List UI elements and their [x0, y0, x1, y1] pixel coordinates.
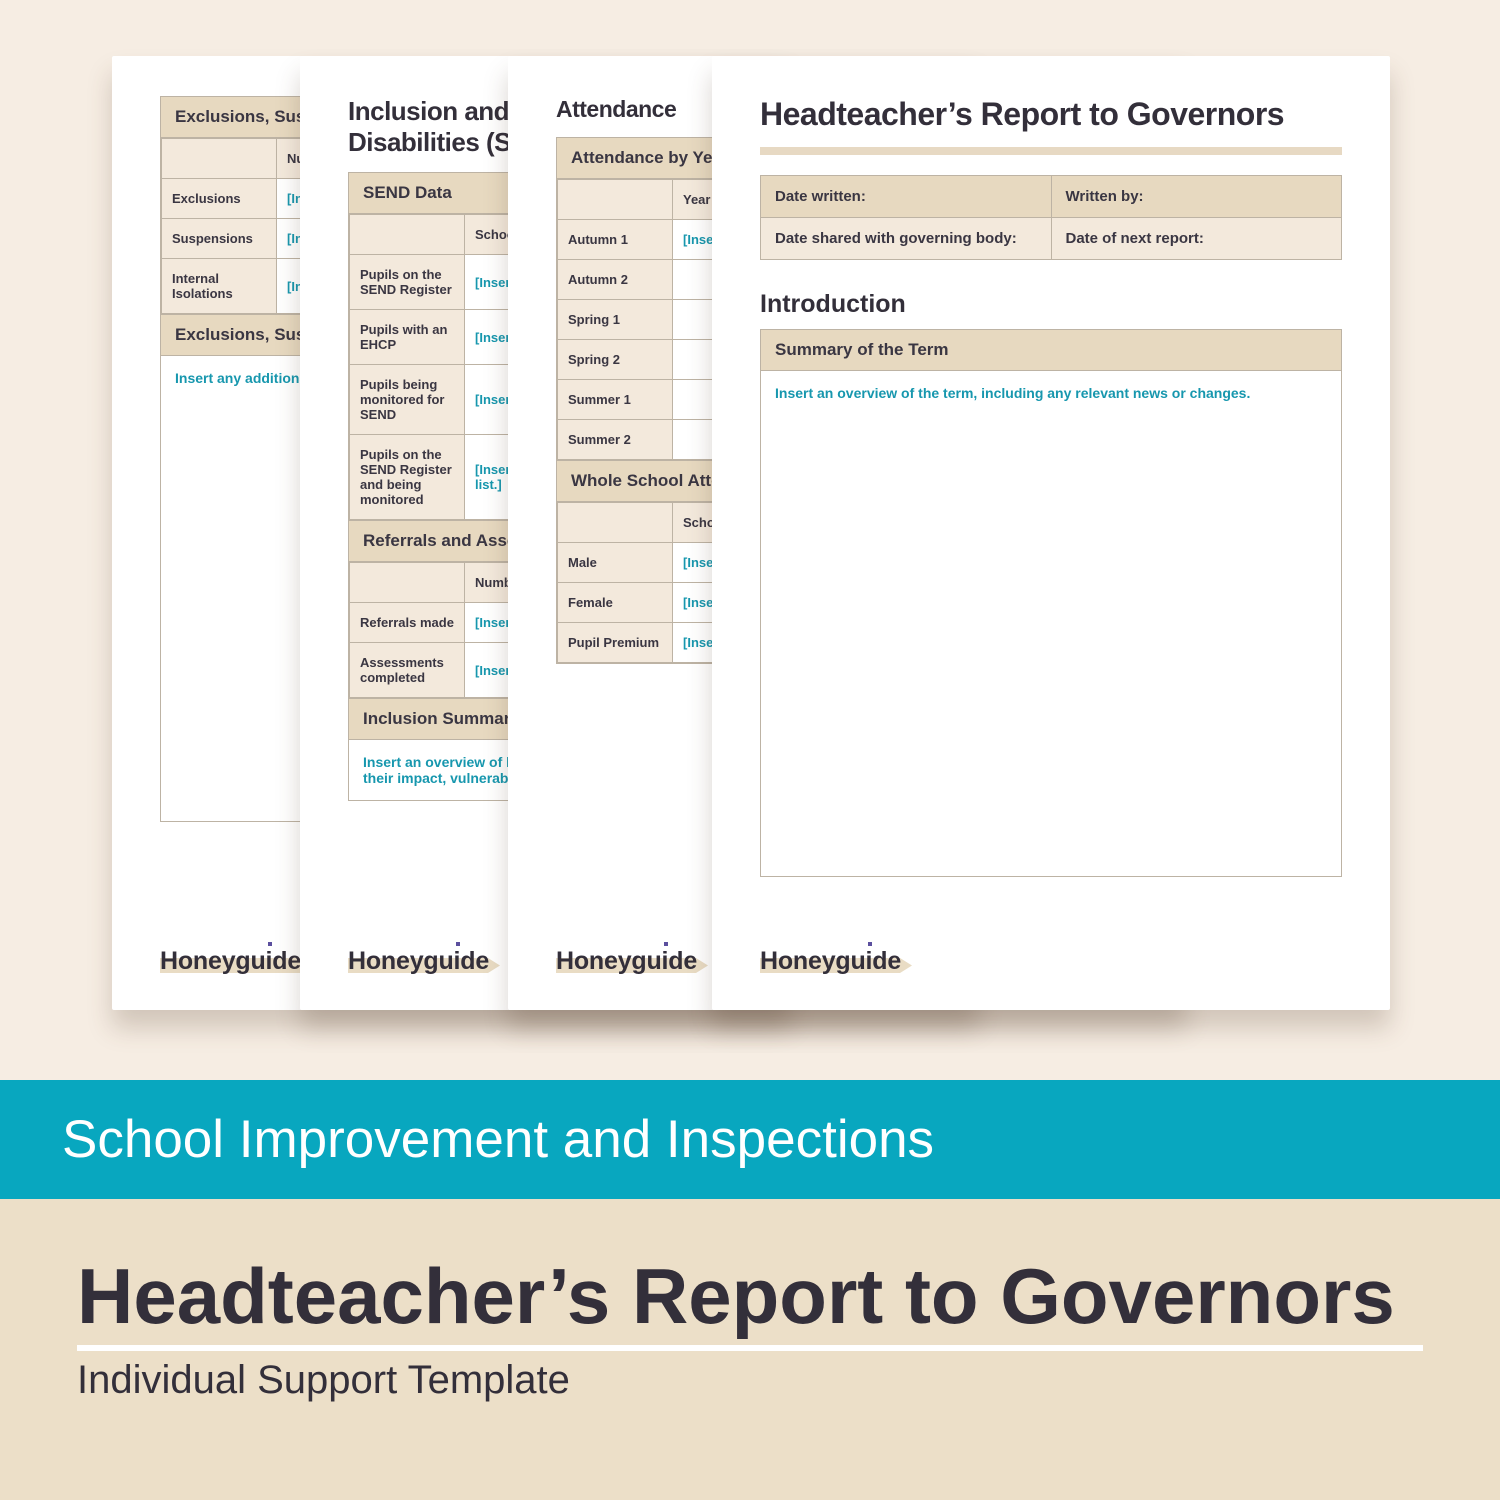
- svg-text:Honeyguide: Honeyguide: [760, 947, 901, 975]
- svg-text:Honeyguide: Honeyguide: [348, 947, 489, 975]
- svg-text:Honeyguide: Honeyguide: [160, 947, 301, 975]
- svg-text:Honeyguide: Honeyguide: [556, 947, 697, 975]
